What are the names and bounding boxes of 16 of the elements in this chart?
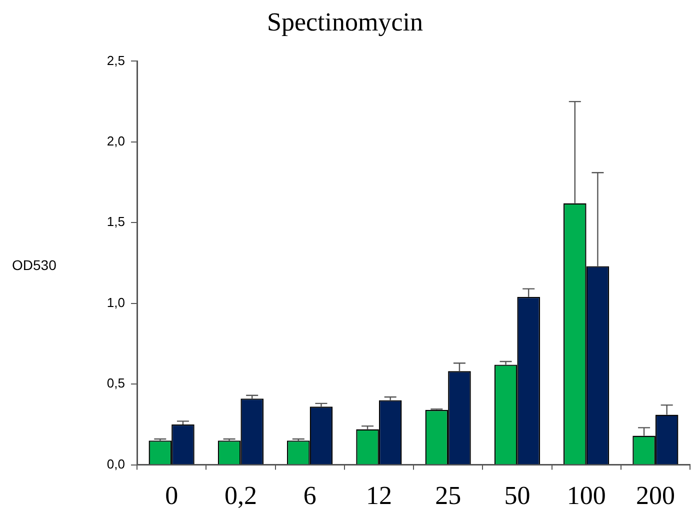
- x-tick-label: 6: [303, 481, 316, 510]
- x-tick-label: 50: [504, 481, 530, 510]
- x-tick-label: 100: [566, 481, 606, 510]
- x-tick-label: 0: [165, 481, 178, 510]
- x-tick-label: 0,2: [224, 481, 257, 510]
- y-tick-label: 2,0: [106, 134, 125, 148]
- x-tick-label: 12: [366, 481, 392, 510]
- x-tick-label: 25: [435, 481, 462, 510]
- y-tick-label: 2,5: [106, 52, 125, 68]
- y-tick-label: 1,5: [106, 214, 125, 230]
- x-tick-label: 200: [636, 481, 675, 510]
- y-tick-label: 1,0: [106, 294, 125, 310]
- y-tick-label: 0,0: [106, 456, 125, 472]
- chart-title: Spectinomycin: [267, 7, 423, 36]
- y-tick-label: 0,5: [106, 376, 125, 391]
- y-axis-title: OD530: [12, 256, 57, 273]
